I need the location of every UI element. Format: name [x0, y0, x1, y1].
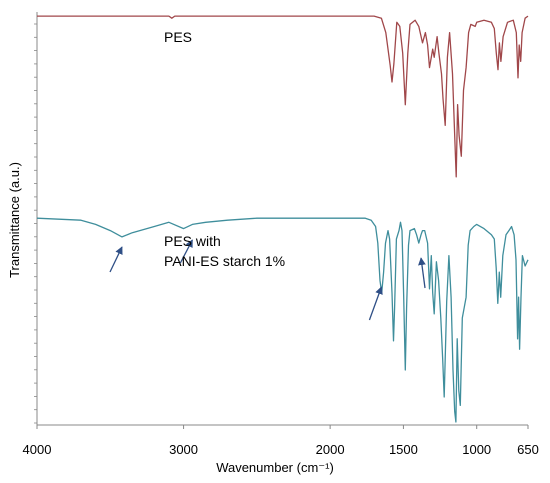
x-tick-label: 650: [517, 442, 539, 457]
series-line-pes: [37, 15, 529, 178]
series-lines: [36, 15, 529, 423]
series-label-pes: PES: [164, 29, 192, 45]
x-tick-label: 2000: [316, 442, 345, 457]
series-label-pes-pani-line1: PES with: [164, 233, 221, 249]
annotation-arrows: [109, 239, 426, 321]
annotation-arrow: [418, 257, 426, 289]
annotation-arrow: [179, 239, 193, 264]
x-tick-label: 1000: [462, 442, 491, 457]
annotation-arrow: [368, 286, 383, 321]
x-tick-label: 3000: [169, 442, 198, 457]
series-label-pes-pani-line2: PANI-ES starch 1%: [164, 253, 285, 269]
series-line-pes-pani-es: [36, 217, 529, 423]
y-axis-title: Transmittance (a.u.): [7, 162, 22, 278]
x-tick-label: 4000: [23, 442, 52, 457]
annotation-arrow: [109, 246, 123, 273]
axes: 4000 3000 2000 1500 1000 650: [23, 12, 539, 457]
x-tick-label: 1500: [389, 442, 418, 457]
x-axis-title: Wavenumber (cm⁻¹): [216, 460, 334, 475]
